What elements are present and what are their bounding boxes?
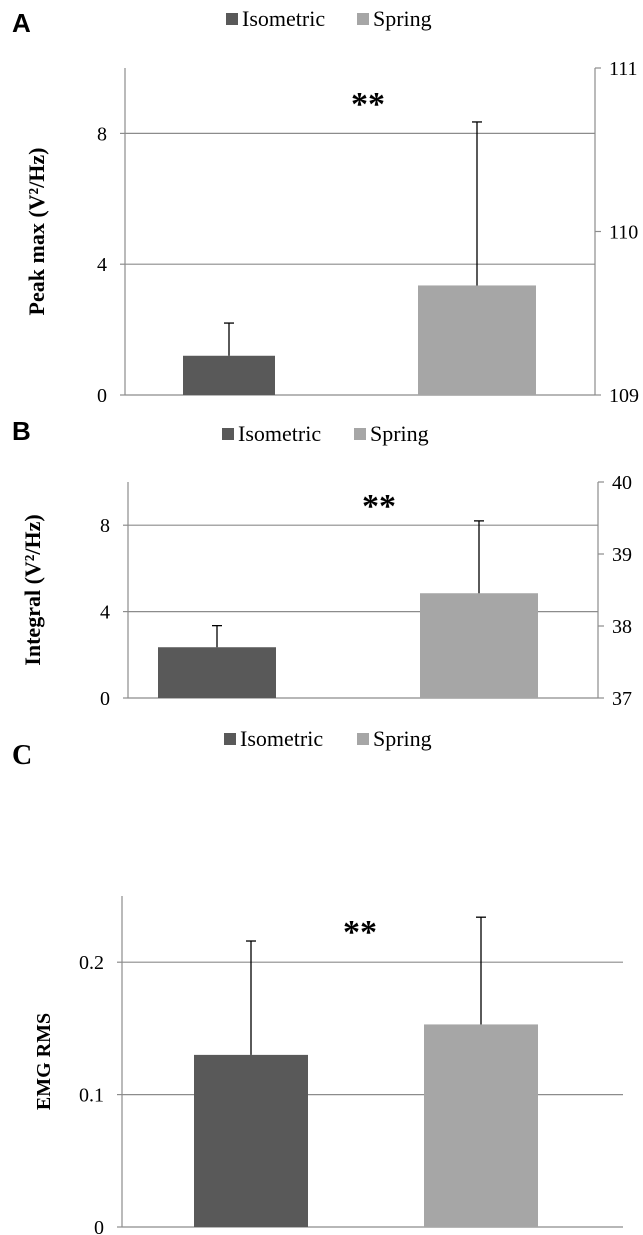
bar-isometric: [158, 647, 276, 698]
panel-b: B Isometric Spring 0 4 8 37 38 39 40 Integral (V²/…: [12, 416, 632, 710]
legend-label-isometric: Isometric: [240, 726, 323, 751]
bar-spring: [424, 1024, 538, 1227]
y2-tick-label: 37: [612, 688, 632, 710]
y2-tick-label: 40: [612, 472, 632, 494]
legend-swatch-isometric: [224, 733, 236, 745]
legend-label-spring: Spring: [373, 726, 432, 751]
panel-letter: B: [12, 416, 31, 446]
legend-swatch-spring: [357, 13, 369, 25]
legend-label-spring: Spring: [370, 421, 429, 446]
significance-marker: **: [351, 86, 385, 123]
legend-swatch-spring: [357, 733, 369, 745]
bar-spring: [418, 285, 536, 395]
y-tick-label: 4: [97, 254, 107, 276]
bar-isometric: [194, 1054, 308, 1227]
legend-swatch-isometric: [226, 13, 238, 25]
y-tick-label: 0: [94, 1217, 104, 1235]
legend-swatch-isometric: [222, 428, 234, 440]
legend: Isometric Spring: [224, 726, 432, 751]
panel-letter: C: [12, 740, 32, 771]
panel-letter: A: [12, 8, 31, 38]
legend: Isometric Spring: [226, 6, 432, 31]
bar-spring: [420, 593, 538, 698]
y2-tick-label: 38: [612, 616, 632, 638]
y2-tick-label: 109: [609, 385, 639, 407]
significance-marker: **: [343, 914, 377, 951]
panel-c: C Isometric Spring 0 0.1 0.2 EMG RMS **: [12, 726, 623, 1235]
y-tick-label: 0.1: [79, 1085, 104, 1107]
y2-tick-label: 111: [609, 58, 638, 80]
legend-label-spring: Spring: [373, 6, 432, 31]
legend-label-isometric: Isometric: [242, 6, 325, 31]
bar-isometric: [183, 355, 275, 395]
y-tick-label: 0: [97, 385, 107, 407]
y2-tick-label: 39: [612, 544, 632, 566]
y-tick-label: 4: [100, 602, 110, 624]
y-tick-label: 0: [100, 688, 110, 710]
panel-a: A Isometric Spring 0 4 8 109 110 111 Peak max (V²…: [12, 6, 639, 407]
legend-swatch-spring: [354, 428, 366, 440]
y-axis-label: EMG RMS: [33, 1013, 55, 1110]
y-tick-label: 8: [100, 515, 110, 537]
legend-label-isometric: Isometric: [238, 421, 321, 446]
y2-tick-label: 110: [609, 222, 638, 244]
legend: Isometric Spring: [222, 421, 429, 446]
y-axis-label: Peak max (V²/Hz): [24, 148, 49, 316]
y-tick-label: 0.2: [79, 952, 104, 974]
y-tick-label: 8: [97, 123, 107, 145]
y-axis-label: Integral (V²/Hz): [20, 514, 45, 665]
significance-marker: **: [362, 488, 396, 525]
